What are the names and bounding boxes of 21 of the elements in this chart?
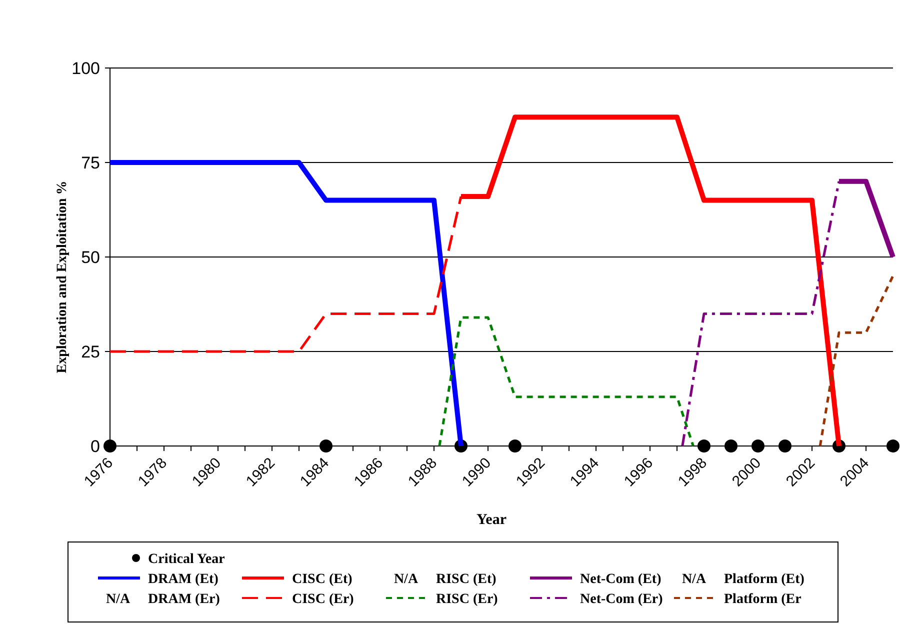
text: N/A — [106, 592, 131, 607]
legend-label: DRAM (Et) — [148, 572, 219, 587]
legend-label: CISC (Er) — [292, 592, 354, 607]
legend-label: RISC (Er) — [436, 592, 498, 607]
y-tick-label: 25 — [81, 342, 100, 362]
legend-label: Net-Com (Er) — [580, 592, 664, 607]
x-axis-title: Year — [476, 512, 507, 528]
legend-label: CISC (Et) — [292, 572, 353, 587]
text: N/A — [682, 572, 707, 587]
text: DRAM (Er) — [148, 592, 220, 607]
legend-label: Platform (Er — [724, 592, 802, 607]
legend-label: Critical Year — [148, 552, 225, 567]
y-tick-label: 100 — [72, 58, 100, 78]
y-axis-title: Exploration and Exploitation % — [55, 180, 70, 374]
y-tick-label: 50 — [81, 248, 100, 267]
y-tick-label: 75 — [81, 153, 100, 172]
text: N/A — [394, 572, 419, 587]
legend-label: Net-Com (Et) — [580, 572, 662, 587]
y-tick-label: 0 — [90, 436, 100, 456]
text: Platform (Et) — [724, 572, 805, 587]
text: RISC (Et) — [436, 572, 497, 587]
